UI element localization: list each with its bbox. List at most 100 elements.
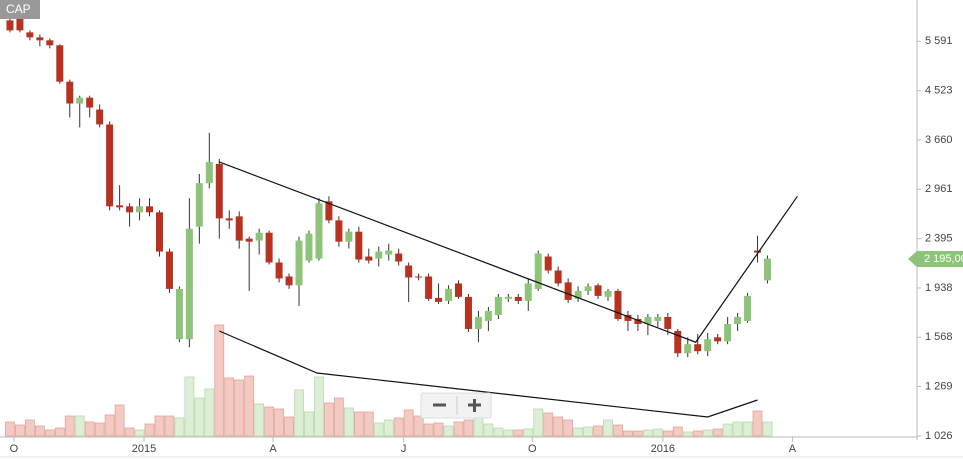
candle-body	[724, 323, 732, 342]
candle-body	[734, 316, 742, 324]
candle-body	[155, 212, 163, 252]
candle-body	[116, 205, 124, 208]
candle-body	[175, 288, 183, 340]
volume-bar	[333, 397, 344, 437]
x-tick-label: A	[269, 443, 277, 455]
candle-body	[66, 81, 74, 104]
candle-body	[126, 206, 134, 213]
volume-bar	[383, 419, 394, 437]
volume-bar	[34, 425, 45, 437]
candle-body	[694, 344, 702, 352]
volume-bar	[403, 409, 414, 437]
candle-body	[763, 258, 771, 281]
candle-body	[205, 161, 213, 184]
candle-body	[574, 290, 582, 299]
candle-body	[215, 163, 223, 219]
volume-bar	[533, 408, 544, 437]
y-tick-label: 2 961	[925, 183, 953, 195]
x-tick-label: 2016	[651, 443, 675, 455]
candle-body	[76, 97, 84, 104]
volume-bar	[224, 377, 235, 437]
volume-bar	[373, 422, 384, 437]
candle-body	[514, 296, 522, 301]
candle-body	[185, 228, 193, 340]
volume-bar	[613, 424, 623, 437]
candle-body	[644, 316, 652, 324]
candle-body	[604, 290, 612, 297]
candle-body	[136, 206, 144, 213]
candle-body	[455, 283, 462, 297]
candle-body	[295, 240, 303, 286]
candle-body	[544, 256, 552, 271]
zoom-in-button[interactable]	[458, 395, 489, 416]
volume-bar	[463, 419, 474, 437]
candle-body	[275, 262, 283, 279]
y-tick-label: 1 269	[925, 380, 953, 392]
y-tick-label: 5 591	[925, 35, 953, 47]
volume-bar	[164, 415, 175, 437]
volume-bar	[682, 431, 693, 437]
candle-body	[664, 316, 672, 329]
candle-body	[474, 316, 482, 329]
candle-body	[435, 297, 443, 302]
chart-title: CAP	[6, 2, 31, 16]
volume-bar	[413, 415, 424, 437]
candle-body	[46, 40, 54, 46]
volume-bar	[503, 429, 514, 437]
y-tick-label: 2 395	[925, 233, 953, 245]
candle-body	[415, 276, 423, 278]
volume-layer	[5, 324, 773, 437]
candle-body	[165, 251, 173, 289]
volume-bar	[343, 407, 354, 437]
candle-body	[484, 310, 492, 321]
volume-trendline	[219, 330, 758, 418]
volume-bar	[304, 411, 314, 437]
candle-body	[86, 97, 94, 108]
volume-bar	[104, 414, 115, 437]
last-price-label: 2 195,00	[924, 253, 963, 265]
candle-body	[106, 124, 114, 207]
volume-bar	[483, 423, 494, 437]
volume-bar	[194, 397, 205, 437]
volume-bar	[294, 389, 304, 437]
volume-bar	[84, 421, 95, 437]
x-tick-label: J	[401, 443, 407, 455]
volume-bar	[15, 424, 25, 437]
candle-body	[285, 276, 293, 286]
volume-bar	[702, 429, 713, 437]
volume-bar	[5, 421, 15, 437]
zoom-control	[420, 392, 492, 419]
candle-body	[674, 330, 682, 354]
volume-bar	[523, 428, 534, 437]
candle-body	[355, 231, 363, 260]
volume-bar	[114, 404, 125, 437]
candle-body	[395, 253, 403, 262]
volume-bar	[154, 415, 165, 437]
zoom-out-button[interactable]	[424, 395, 456, 416]
candle-body	[225, 218, 233, 221]
candle-body	[315, 203, 323, 259]
candle-body	[265, 232, 273, 263]
candle-body	[96, 109, 104, 125]
volume-bar	[214, 324, 225, 437]
x-tick-label: O	[10, 443, 19, 455]
x-tick-label: 2015	[132, 443, 156, 455]
candle-body	[504, 296, 512, 299]
volume-bar	[453, 421, 464, 437]
candle-body	[564, 282, 572, 300]
volume-bar	[234, 379, 245, 437]
volume-bar	[134, 429, 145, 437]
candle-body	[335, 220, 343, 242]
candle-body	[305, 233, 313, 261]
x-tick-label: A	[789, 443, 797, 455]
volume-bar	[54, 427, 65, 437]
volume-bar	[64, 415, 75, 437]
volume-bar	[762, 421, 773, 437]
candle-body	[235, 216, 243, 241]
candle-body	[6, 20, 14, 31]
candle-body	[345, 231, 353, 242]
candle-body	[614, 290, 622, 320]
